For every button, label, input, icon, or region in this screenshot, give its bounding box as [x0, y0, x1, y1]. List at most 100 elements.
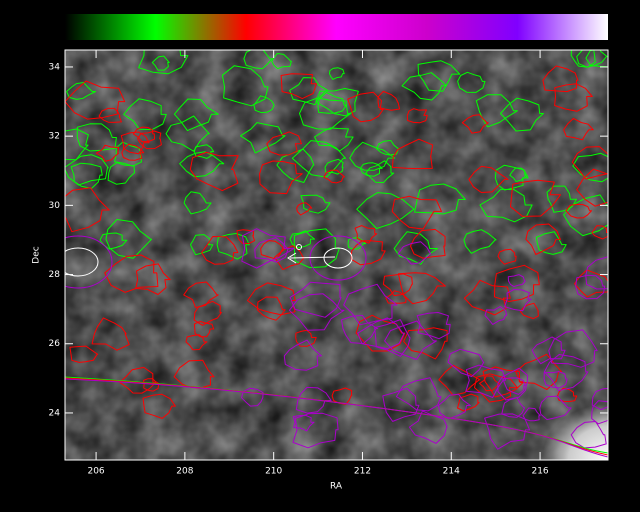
contour: [259, 160, 303, 195]
contour: [69, 345, 99, 363]
contour: [563, 194, 608, 237]
contour: [356, 192, 415, 229]
contour: [574, 269, 608, 298]
contour: [406, 108, 428, 124]
contour: [292, 412, 339, 449]
contour: [543, 354, 589, 392]
contour: [397, 272, 446, 305]
x-tick-label: 208: [176, 467, 193, 477]
contour: [121, 143, 145, 161]
contour: [65, 80, 126, 120]
x-tick-label: 216: [531, 467, 548, 477]
contour: [315, 88, 359, 117]
contour: [189, 151, 239, 192]
contour: [494, 264, 540, 302]
contour: [571, 146, 608, 180]
contour: [65, 187, 110, 233]
contour: [151, 55, 170, 71]
contour: [179, 151, 225, 178]
contour: [479, 188, 533, 223]
contour: [447, 348, 485, 377]
marker: [296, 244, 302, 250]
contour: [482, 366, 525, 398]
contour: [463, 229, 497, 254]
contour: [463, 279, 511, 316]
contour: [410, 228, 446, 259]
x-tick-label: 210: [265, 467, 282, 477]
contour: [585, 50, 608, 68]
y-tick-label: 26: [49, 339, 61, 349]
contour: [575, 274, 606, 300]
contour: [254, 237, 289, 263]
contour: [349, 141, 396, 171]
contour: [522, 407, 541, 422]
contour: [585, 256, 608, 290]
contour: [216, 233, 250, 260]
contour: [591, 387, 608, 411]
contour: [382, 387, 420, 422]
contour: [137, 130, 162, 150]
contour: [397, 241, 431, 265]
contours: [65, 50, 608, 458]
contour: [295, 386, 332, 414]
contour: [296, 202, 313, 216]
contour: [343, 283, 398, 326]
contour: [570, 421, 607, 449]
contour: [497, 367, 528, 401]
y-tick-label: 24: [49, 408, 61, 418]
contour: [273, 245, 305, 271]
contour: [292, 415, 315, 432]
contour: [104, 254, 159, 293]
contour: [329, 67, 345, 80]
contour: [554, 83, 593, 112]
contour: [457, 393, 480, 412]
contour: [107, 162, 135, 185]
plot-frame: [64, 49, 609, 461]
contour: [525, 223, 561, 255]
contour: [403, 327, 448, 360]
contour: [98, 107, 122, 123]
contour: [502, 377, 526, 395]
contour: [504, 289, 532, 312]
contour: [408, 410, 448, 444]
contour: [546, 185, 577, 213]
contour: [236, 229, 256, 244]
contour: [519, 302, 539, 320]
contour: [95, 144, 120, 162]
contour: [501, 397, 525, 418]
contour: [465, 364, 507, 398]
contour: [542, 65, 579, 93]
contour: [416, 312, 451, 340]
contour: [350, 240, 386, 266]
contour: [392, 138, 434, 170]
contour: [240, 122, 286, 154]
contour-core: [65, 235, 113, 289]
arrow-head: [287, 252, 297, 264]
contour: [119, 366, 157, 394]
contour: [70, 162, 103, 189]
contour: [543, 371, 568, 389]
contour: [341, 314, 379, 344]
contour: [293, 228, 340, 269]
contour: [289, 281, 342, 318]
contour: [377, 90, 401, 111]
contour: [190, 234, 214, 256]
contour: [193, 144, 215, 159]
contour: [193, 320, 215, 338]
contour: [221, 65, 269, 107]
contour: [99, 232, 128, 250]
contour: [417, 60, 461, 92]
contour: [76, 123, 117, 152]
contour: [65, 154, 109, 186]
contour: [256, 296, 286, 321]
x-axis-label: RA: [330, 482, 343, 492]
y-axis-label: Dec: [32, 246, 42, 263]
contour: [183, 191, 212, 215]
contour: [565, 203, 592, 219]
colorbar: [65, 14, 608, 40]
y-tick-label: 28: [49, 270, 61, 280]
contour: [357, 317, 405, 350]
contour: [91, 317, 130, 351]
